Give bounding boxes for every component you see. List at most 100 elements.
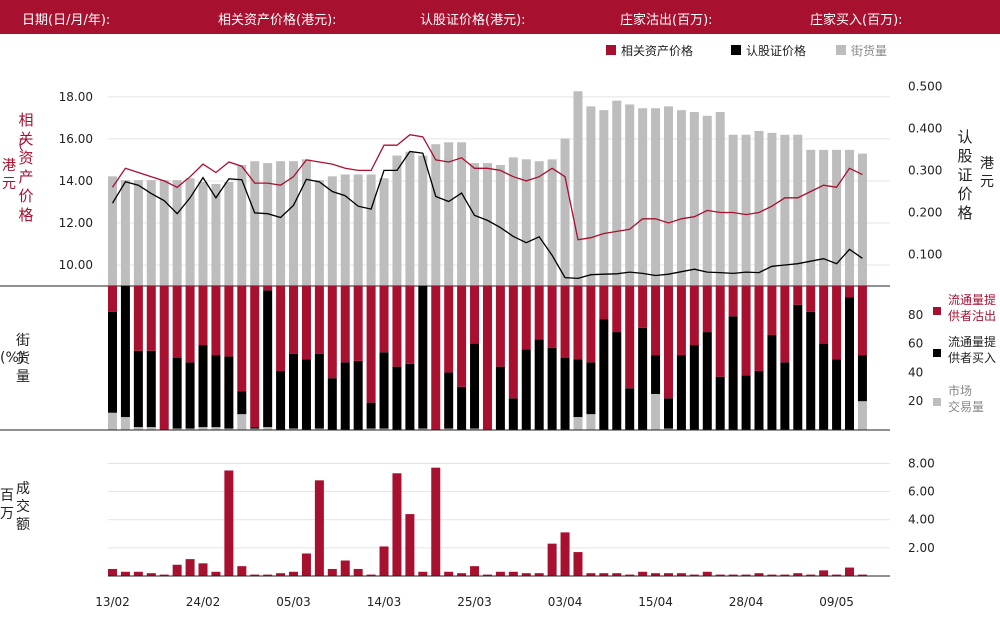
turnover-bar: [366, 574, 376, 576]
x-tick-label: 09/05: [819, 595, 854, 609]
liquidity-sell-segment: [457, 286, 467, 387]
outstanding-bar: [340, 174, 350, 286]
y-axis-title-turnover: 成交额: [16, 481, 30, 533]
turnover-bar: [612, 573, 622, 576]
liquidity-buy-segment: [198, 345, 208, 428]
outstanding-bar: [857, 153, 867, 286]
warrant-price-line: [111, 150, 863, 280]
liquidity-buy-segment: [392, 366, 402, 430]
market-volume-segment: [133, 427, 143, 430]
liquidity-sell-segment: [263, 286, 273, 291]
turnover-bar: [108, 568, 117, 576]
underlying-price-line: [111, 134, 863, 241]
liquidity-buy-segment: [353, 360, 363, 430]
liquidity-sell-segment: [741, 286, 751, 376]
liquidity-buy-segment: [314, 353, 324, 429]
turnover-bar: [651, 573, 661, 576]
liquidity-sell-segment: [638, 286, 648, 328]
outstanding-bar: [586, 106, 596, 286]
liquidity-sell-segment: [599, 286, 609, 320]
liquidity-buy-segment: [599, 319, 609, 430]
outstanding-bar: [405, 151, 415, 286]
y-left-axis-title: 相关资产价格: [18, 111, 33, 224]
outstanding-bar: [793, 134, 803, 286]
outstanding-bar: [560, 138, 570, 286]
outstanding-bar: [327, 176, 337, 286]
liquidity-buy-segment: [702, 332, 712, 430]
outstanding-bar: [185, 178, 195, 286]
turnover-bar: [263, 574, 273, 576]
market-volume-segment: [289, 428, 299, 430]
outstanding-bar: [146, 180, 156, 286]
liquidity-sell-segment: [379, 286, 389, 353]
liquidity-buy-segment: [534, 339, 544, 430]
outstanding-bar: [418, 155, 428, 286]
outstanding-bar: [521, 159, 531, 286]
liquidity-sell-segment: [276, 286, 286, 371]
liquidity-sell-segment: [767, 286, 777, 335]
liquidity-sell-segment: [314, 286, 324, 354]
liquidity-sell-segment: [547, 286, 557, 348]
turnover-bar: [301, 553, 311, 576]
liquidity-buy-segment: [573, 359, 583, 418]
turnover-bar: [482, 574, 492, 576]
market-volume-segment: [857, 401, 867, 430]
x-tick-label: 24/02: [186, 595, 221, 609]
y-left-tick-label: 14.00: [59, 174, 93, 188]
turnover-bar: [276, 573, 286, 576]
outstanding-bar: [689, 112, 699, 286]
turnover-bar: [159, 574, 169, 576]
turnover-bar: [819, 570, 829, 576]
liquidity-buy-segment: [728, 316, 738, 430]
y-left-axis-unit: （: [9, 136, 24, 154]
liquidity-sell-segment: [754, 286, 764, 371]
liquidity-buy-segment: [327, 378, 337, 430]
outstanding-bar: [638, 108, 648, 286]
liquidity-buy-segment: [857, 355, 867, 402]
market-volume-segment: [314, 428, 324, 430]
turnover-bar: [754, 573, 764, 576]
liquidity-sell-segment: [612, 286, 622, 333]
y-right-tick-label: 40: [908, 365, 923, 379]
liquidity-sell-segment: [366, 286, 376, 403]
market-volume-segment: [586, 414, 596, 430]
turnover-bar: [741, 574, 751, 576]
outstanding-bar: [250, 161, 260, 286]
x-tick-label: 25/03: [457, 595, 492, 609]
outstanding-bar: [676, 110, 686, 287]
market-volume-segment: [108, 412, 117, 430]
outstanding-bar: [172, 180, 182, 286]
turnover-bar: [586, 573, 596, 576]
x-tick-label: 03/04: [548, 595, 583, 609]
turnover-bar: [547, 543, 557, 576]
outstanding-bar: [534, 161, 544, 286]
outstanding-bar: [547, 159, 557, 286]
legend-swatch: [731, 45, 741, 55]
outstanding-bar: [276, 161, 286, 286]
outstanding-bar: [819, 149, 829, 286]
turnover-bar: [560, 532, 570, 576]
liquidity-sell-segment: [159, 286, 169, 430]
market-volume-segment: [198, 427, 208, 430]
liquidity-buy-segment: [715, 376, 725, 430]
turnover-bar: [573, 552, 583, 576]
liquidity-sell-segment: [353, 286, 363, 361]
market-volume-segment: [237, 414, 247, 430]
y-right-tick-label: 0.300: [908, 163, 942, 177]
liquidity-sell-segment: [534, 286, 544, 340]
liquidity-buy-segment: [676, 355, 686, 430]
liquidity-buy-segment: [120, 286, 130, 418]
y-right-tick-label: 8.00: [908, 456, 935, 470]
liquidity-sell-segment: [806, 286, 816, 312]
liquidity-sell-segment: [470, 286, 480, 344]
x-tick-label: 28/04: [729, 595, 764, 609]
legend-label: 相关资产价格: [621, 43, 693, 58]
liquidity-sell-segment: [224, 286, 234, 357]
outstanding-bar: [444, 142, 454, 286]
outstanding-bar: [108, 176, 117, 286]
liquidity-buy-segment: [185, 362, 195, 429]
net-buy-label: 庄家买入(百万):: [810, 13, 903, 28]
outstanding-bar: [728, 134, 738, 286]
legend-swatch: [933, 307, 941, 315]
